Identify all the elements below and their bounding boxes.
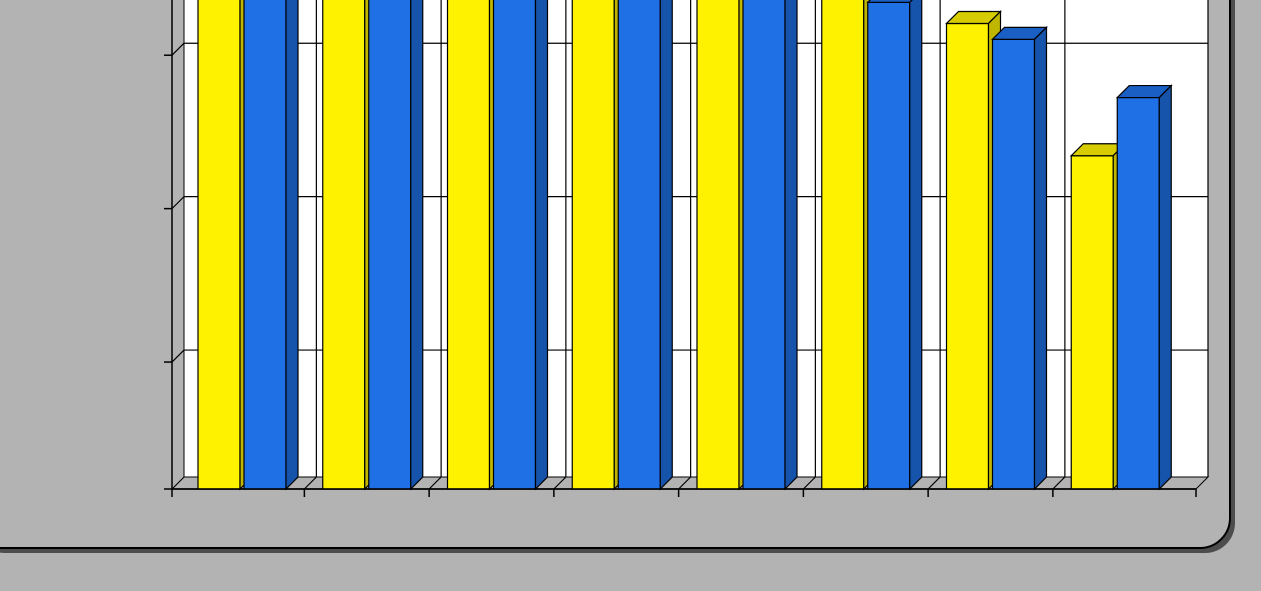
bar-series-a [448, 0, 490, 489]
chart-container [0, 0, 1261, 591]
bar-series-b [494, 0, 536, 489]
bar-series-b [244, 0, 286, 489]
bar-series-b [1117, 98, 1159, 489]
bar-series-b [868, 2, 910, 489]
bar-series-a [947, 23, 989, 489]
bar-series-a [822, 0, 864, 489]
bar-series-b [369, 0, 411, 489]
chart-svg [0, 0, 1261, 591]
bar-series-a [198, 0, 240, 489]
bar-series-a [572, 0, 614, 489]
bar-series-a [1071, 156, 1113, 489]
bar-series-b [993, 39, 1035, 489]
bar-series-a [697, 0, 739, 489]
bar-series-b [743, 0, 785, 489]
bar-series-b [618, 0, 660, 489]
bar-series-a [323, 0, 365, 489]
